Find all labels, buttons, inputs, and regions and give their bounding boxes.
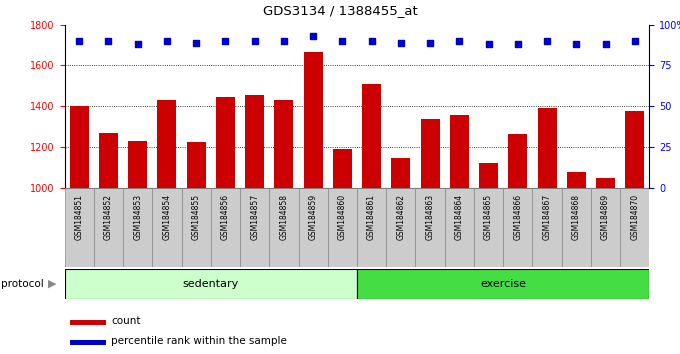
Bar [182,188,211,267]
Bar [94,188,123,267]
Point [73,38,84,44]
Text: GSM184858: GSM184858 [279,194,288,240]
Text: GSM184866: GSM184866 [513,194,522,240]
Text: GSM184863: GSM184863 [426,194,435,240]
Text: exercise: exercise [480,279,526,289]
Bar [386,188,415,267]
Point [600,41,611,47]
Bar [129,141,147,188]
Bar [304,52,322,188]
Bar [596,178,615,188]
Text: GSM184865: GSM184865 [484,194,493,240]
Bar [392,158,410,188]
Bar [275,100,293,188]
Bar [445,188,474,267]
Point [571,41,581,47]
Bar [532,188,562,267]
Bar [591,188,620,267]
Bar [450,115,469,188]
Text: GSM184854: GSM184854 [163,194,171,240]
Bar [328,188,357,267]
Point [424,40,435,46]
Text: ▶: ▶ [48,279,56,289]
Bar [299,188,328,267]
Text: GSM184864: GSM184864 [455,194,464,240]
Bar [415,188,445,267]
Text: GSM184862: GSM184862 [396,194,405,240]
Point [337,38,347,44]
Point [190,40,201,46]
Bar [240,188,269,267]
Bar [333,149,352,188]
Bar [211,188,240,267]
Point [483,41,494,47]
Text: GDS3134 / 1388455_at: GDS3134 / 1388455_at [262,4,418,17]
Text: GSM184870: GSM184870 [630,194,639,240]
Bar [158,100,176,188]
Text: GSM184868: GSM184868 [572,194,581,240]
Text: GSM184853: GSM184853 [133,194,142,240]
Bar [421,119,439,188]
Text: GSM184856: GSM184856 [221,194,230,240]
Point [103,38,114,44]
Text: count: count [112,316,141,326]
Bar [70,106,88,188]
Point [541,38,552,44]
Point [279,38,290,44]
Point [454,38,464,44]
Text: GSM184867: GSM184867 [543,194,551,240]
Text: GSM184857: GSM184857 [250,194,259,240]
Bar [479,163,498,188]
Text: GSM184859: GSM184859 [309,194,318,240]
Bar [187,142,205,188]
Bar [65,188,94,267]
Bar [269,188,299,267]
Bar [626,111,644,188]
Bar [562,188,591,267]
Bar [216,97,235,188]
Bar [99,133,118,188]
Bar [620,188,649,267]
Text: protocol: protocol [1,279,44,289]
Point [512,41,523,47]
Bar [357,188,386,267]
Bar [538,108,556,188]
Text: GSM184861: GSM184861 [367,194,376,240]
Bar [152,188,182,267]
Bar [65,269,357,299]
Bar [474,188,503,267]
Bar [245,95,264,188]
Point [395,40,406,46]
Bar [123,188,152,267]
Text: GSM184851: GSM184851 [75,194,84,240]
Bar [71,320,105,325]
Text: sedentary: sedentary [183,279,239,289]
Point [220,38,231,44]
Bar [567,172,585,188]
Point [630,38,641,44]
Text: GSM184860: GSM184860 [338,194,347,240]
Text: GSM184852: GSM184852 [104,194,113,240]
Point [132,41,143,47]
Bar [503,188,532,267]
Text: GSM184855: GSM184855 [192,194,201,240]
Point [162,38,173,44]
Bar [71,340,105,345]
Bar [362,84,381,188]
Bar [357,269,649,299]
Point [366,38,377,44]
Point [249,38,260,44]
Text: percentile rank within the sample: percentile rank within the sample [112,336,287,347]
Text: GSM184869: GSM184869 [601,194,610,240]
Bar [509,134,527,188]
Point [307,33,318,39]
